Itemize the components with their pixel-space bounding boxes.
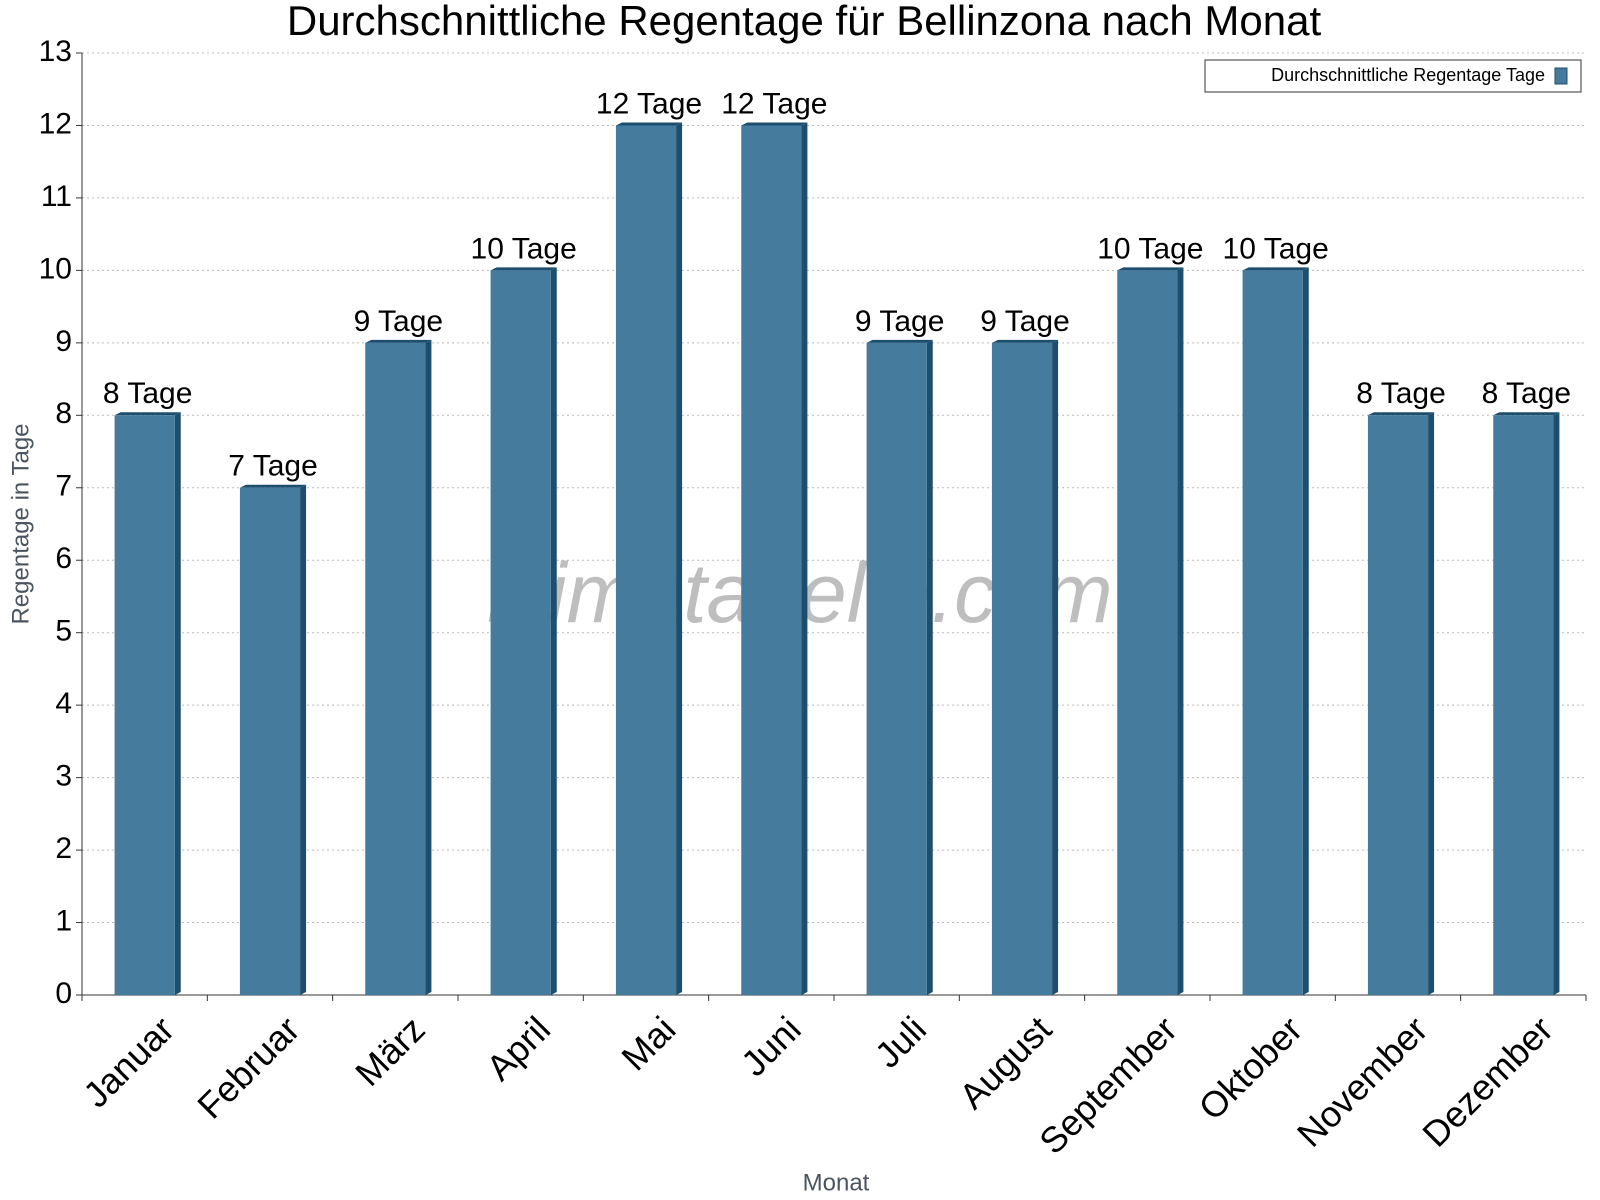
y-tick-label: 4 xyxy=(55,687,72,720)
data-label: 7 Tage xyxy=(228,450,318,483)
bar-side xyxy=(300,484,307,995)
y-tick-label: 0 xyxy=(55,977,72,1010)
bar-top xyxy=(1242,267,1309,271)
data-label: 12 Tage xyxy=(721,87,827,120)
y-tick-label: 3 xyxy=(55,760,72,793)
x-tick-label: Oktober xyxy=(1191,1008,1311,1128)
bar-top xyxy=(741,122,808,126)
y-tick-label: 7 xyxy=(55,470,72,503)
x-tick-label: Januar xyxy=(75,1008,182,1115)
data-label: 12 Tage xyxy=(596,87,702,120)
bar-side xyxy=(1177,267,1184,995)
legend-swatch xyxy=(1554,67,1568,85)
bar-top xyxy=(991,339,1059,343)
bar-side xyxy=(174,412,181,995)
y-tick-label: 11 xyxy=(41,180,72,213)
bar-top xyxy=(239,484,307,488)
x-tick-label: März xyxy=(347,1008,433,1094)
bar xyxy=(615,125,677,995)
y-tick-label: 12 xyxy=(39,107,72,140)
x-tick-label: Dezember xyxy=(1414,1008,1560,1154)
bar xyxy=(365,342,426,995)
data-label: 9 Tage xyxy=(354,305,444,338)
bar xyxy=(866,342,927,995)
x-tick-label: Februar xyxy=(189,1008,307,1126)
data-label: 10 Tage xyxy=(1223,232,1329,265)
bar-side xyxy=(801,122,808,995)
bar-top xyxy=(365,339,432,343)
data-label: 10 Tage xyxy=(1097,232,1203,265)
bar-side xyxy=(1428,412,1435,995)
bar-top xyxy=(1493,412,1560,416)
x-tick-label: August xyxy=(951,1008,1059,1116)
y-tick-label: 10 xyxy=(39,252,72,285)
x-tick-label: November xyxy=(1289,1008,1435,1154)
x-tick-label: April xyxy=(478,1008,558,1088)
chart-title: Durchschnittliche Regentage für Bellinzo… xyxy=(287,0,1322,44)
bar-side xyxy=(1553,412,1560,995)
data-label: 8 Tage xyxy=(1356,377,1446,410)
data-label: 10 Tage xyxy=(471,232,577,265)
y-tick-label: 5 xyxy=(55,615,72,648)
data-label: 9 Tage xyxy=(980,305,1070,338)
legend-label: Durchschnittliche Regentage Tage xyxy=(1271,65,1545,85)
bar xyxy=(991,342,1053,995)
bar-top xyxy=(866,339,933,343)
y-tick-label: 13 xyxy=(39,35,72,68)
bar xyxy=(114,415,175,995)
bar-side xyxy=(1052,339,1059,995)
y-tick-label: 2 xyxy=(55,832,72,865)
bar xyxy=(490,270,551,995)
bar-top xyxy=(615,122,683,126)
bar xyxy=(239,487,301,995)
bar-side xyxy=(425,339,432,995)
bar xyxy=(741,125,802,995)
bar-side xyxy=(1302,267,1309,995)
legend-box xyxy=(1204,59,1582,93)
x-tick-label: Juli xyxy=(867,1008,934,1075)
y-tick-label: 1 xyxy=(55,904,72,937)
data-label: 8 Tage xyxy=(103,377,193,410)
bar-top xyxy=(490,267,557,271)
x-axis-label: Monat xyxy=(803,1169,870,1196)
bar xyxy=(1493,415,1554,995)
x-tick-label: Juni xyxy=(733,1008,809,1084)
bar-side xyxy=(676,122,683,995)
y-tick-label: 6 xyxy=(55,542,72,575)
y-tick-label: 9 xyxy=(55,325,72,358)
bar-side xyxy=(926,339,933,995)
bar xyxy=(1117,270,1178,995)
bar-top xyxy=(114,412,181,416)
bar xyxy=(1242,270,1303,995)
bar xyxy=(1367,415,1429,995)
data-label: 8 Tage xyxy=(1482,377,1572,410)
x-tick-label: September xyxy=(1031,1008,1185,1162)
bar-top xyxy=(1117,267,1184,271)
bar-side xyxy=(550,267,557,995)
data-label: 9 Tage xyxy=(855,305,945,338)
bar-top xyxy=(1367,412,1435,416)
y-axis-label: Regentage in Tage xyxy=(7,423,34,624)
y-tick-label: 8 xyxy=(55,397,72,430)
x-tick-label: Mai xyxy=(613,1008,683,1078)
